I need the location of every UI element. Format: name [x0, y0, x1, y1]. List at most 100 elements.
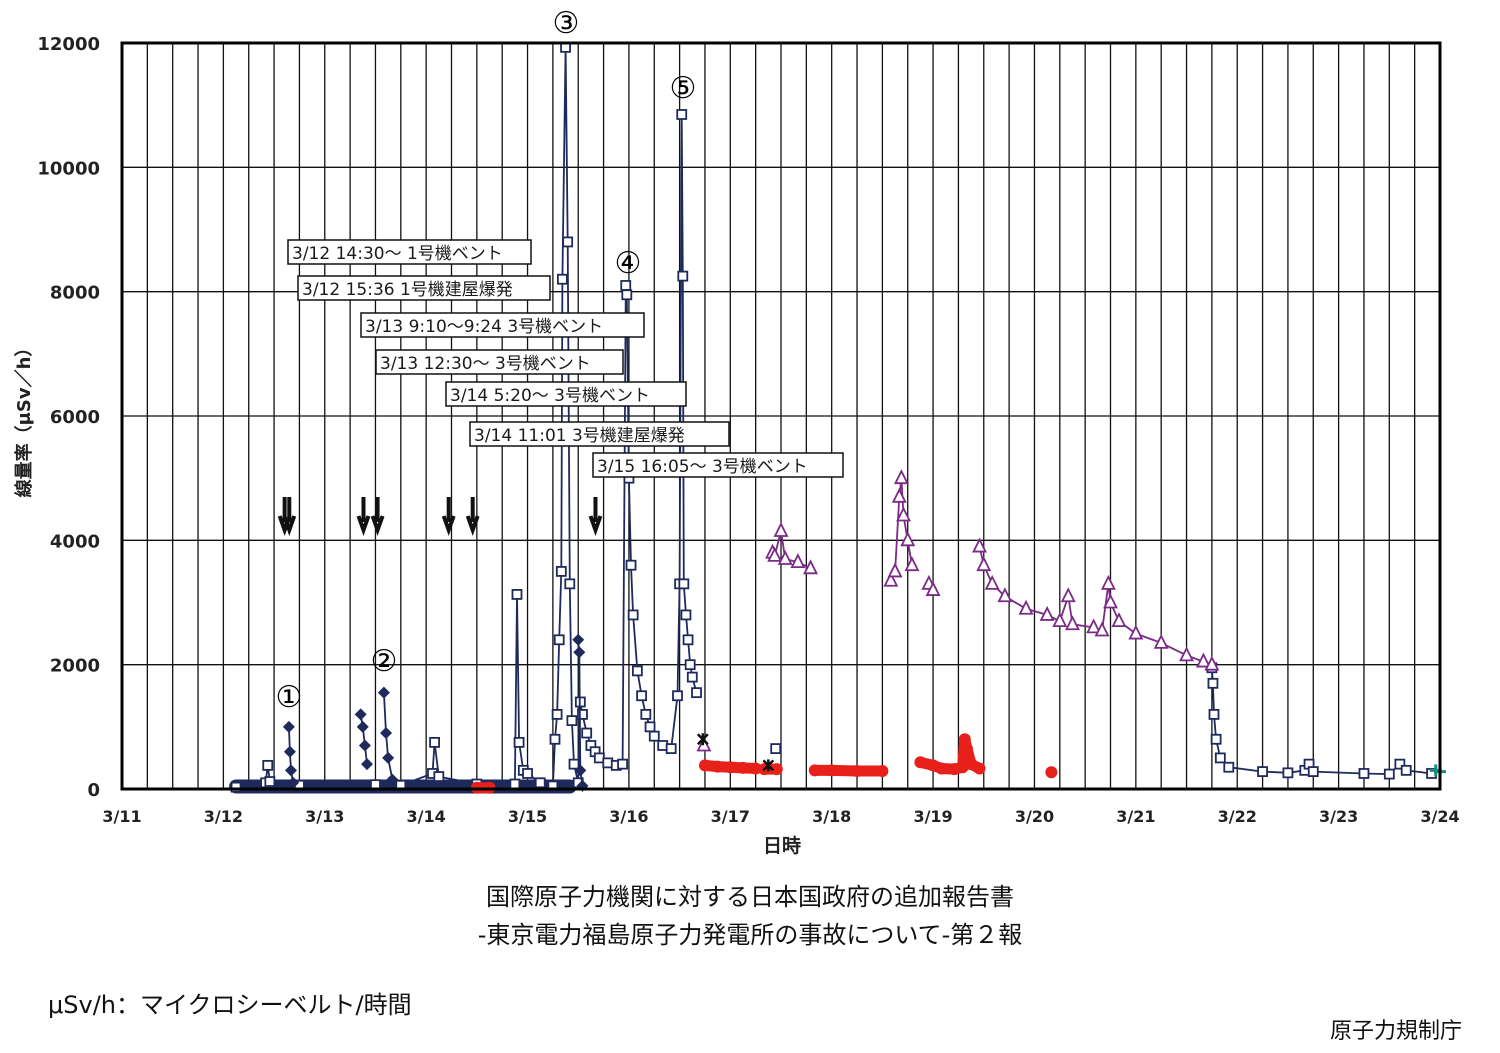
data-point-triangle — [887, 562, 903, 578]
data-point-square — [562, 236, 574, 248]
data-point-triangle — [883, 571, 899, 587]
data-point-triangle — [1094, 621, 1110, 637]
data-point-square — [1400, 764, 1412, 776]
peak-label: ⑤ — [670, 71, 697, 106]
series-line — [1211, 666, 1433, 775]
event-label: 3/12 14:30～ 1号機ベント — [292, 244, 503, 264]
data-point-triangle — [767, 546, 783, 562]
data-point-square — [620, 280, 632, 291]
data-point-square — [631, 665, 643, 677]
data-point-square — [555, 566, 567, 577]
caption-line-2: -東京電力福島原子力発電所の事故について-第２報 — [477, 921, 1023, 949]
data-point-triangle — [777, 549, 793, 565]
data-point-square — [522, 768, 533, 779]
event-arrow-icon — [370, 497, 385, 536]
data-point-square — [553, 634, 565, 646]
axes: 0 2000 4000 6000 8000 10000 12000 3/11 3/12 3/13 3… — [37, 34, 1459, 826]
data-point-square — [648, 730, 660, 742]
x-tick-label: 3/21 — [1116, 807, 1155, 826]
data-point-triangle — [1052, 612, 1068, 628]
data-point-circle — [808, 764, 821, 777]
data-point-triangle — [984, 574, 1000, 590]
series-line — [978, 545, 1213, 666]
data-point-triangle — [900, 531, 916, 547]
data-point-diamond — [574, 764, 587, 777]
peak-label: ① — [276, 680, 303, 715]
data-point-diamond — [356, 720, 369, 733]
series-line — [383, 691, 394, 781]
series-layer — [229, 41, 1446, 794]
data-point-square — [1257, 766, 1268, 777]
event-arrow-icon — [588, 497, 603, 536]
data-point-triangle — [925, 581, 941, 596]
data-point-star — [762, 759, 775, 772]
data-point-square — [262, 759, 274, 771]
event-label-box — [287, 239, 532, 265]
data-point-square — [625, 559, 637, 571]
data-point-circle — [960, 742, 973, 755]
series-star — [696, 733, 775, 772]
data-point-circle — [876, 764, 889, 777]
event-label: 3/14 5:20～ 3号機ベント — [450, 386, 650, 406]
data-point-square — [1358, 768, 1370, 779]
data-point-circle — [1045, 766, 1058, 779]
data-point-square — [680, 609, 692, 621]
data-point-square — [770, 743, 782, 754]
data-point-star — [696, 733, 709, 746]
data-point-square — [1394, 758, 1406, 770]
event-arrow-icon — [465, 497, 480, 536]
x-tick-label: 3/16 — [609, 807, 648, 826]
data-point-square — [627, 609, 639, 621]
data-point-diamond — [283, 745, 296, 758]
data-point-square — [1223, 761, 1235, 773]
data-point-square — [1214, 752, 1226, 764]
data-point-diamond — [377, 686, 390, 699]
data-point-triangle — [1039, 605, 1055, 621]
data-point-square — [1307, 766, 1319, 777]
data-point-square — [433, 771, 445, 782]
data-point-circle — [770, 763, 783, 776]
data-point-triangle — [1018, 599, 1034, 615]
data-point-square — [640, 709, 652, 720]
data-point-square — [564, 578, 576, 590]
x-tick-label: 3/19 — [913, 807, 952, 826]
y-tick-label: 10000 — [37, 158, 100, 179]
event-label-box — [445, 381, 687, 407]
peak-label: ③ — [553, 6, 580, 41]
y-tick-label: 0 — [87, 780, 100, 801]
data-point-square — [676, 109, 688, 120]
x-tick-label: 3/20 — [1015, 807, 1054, 826]
data-point-circle — [914, 756, 927, 769]
x-tick-label: 3/14 — [407, 807, 446, 826]
x-tick-label: 3/22 — [1218, 807, 1257, 826]
data-point-square — [1282, 767, 1294, 779]
data-point-triangle — [1100, 574, 1116, 590]
data-point-diamond — [572, 633, 585, 646]
data-point-triangle — [1086, 618, 1102, 634]
data-point-square — [230, 781, 242, 793]
data-point-triangle — [904, 556, 920, 572]
event-label: 3/12 15:36 1号機建屋爆発 — [302, 280, 513, 300]
data-point-triangle — [1065, 615, 1080, 631]
data-point-triangle — [1204, 655, 1220, 671]
event-arrow-icon — [356, 497, 371, 536]
data-point-square — [665, 743, 677, 754]
data-point-square — [672, 690, 683, 702]
data-point-diamond — [361, 758, 374, 771]
event-label-box — [469, 421, 730, 447]
plot-frame — [120, 41, 1442, 791]
event-arrow-icon — [441, 497, 456, 536]
series-square — [230, 41, 1437, 793]
x-tick-label: 3/23 — [1319, 807, 1358, 826]
y-tick-label: 2000 — [50, 656, 100, 677]
data-point-diamond — [380, 727, 393, 740]
data-point-square — [566, 715, 578, 727]
data-point-square — [429, 736, 441, 748]
data-point-diamond — [358, 739, 371, 752]
data-point-square — [691, 687, 702, 699]
data-point-square — [556, 273, 568, 285]
grid — [122, 42, 1440, 790]
x-tick-label: 3/11 — [102, 807, 141, 826]
data-point-circle — [973, 762, 986, 775]
data-point-triangle — [1111, 612, 1127, 628]
